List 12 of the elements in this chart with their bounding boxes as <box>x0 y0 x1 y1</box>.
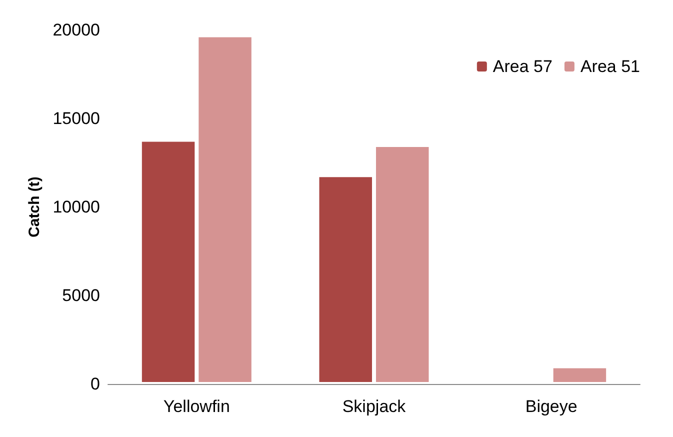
x-tick-label: Skipjack <box>342 397 406 416</box>
legend-label: Area 57 <box>492 57 552 76</box>
bar <box>551 366 608 384</box>
y-tick-label: 10000 <box>52 198 100 216</box>
legend-label: Area 51 <box>580 57 640 76</box>
y-axis-title: Catch (t) <box>26 176 43 238</box>
y-tick-label: 0 <box>90 374 100 394</box>
x-tick-label: Yellowfin <box>163 397 230 416</box>
y-tick-label: 5000 <box>62 286 100 305</box>
y-tick-label: 15000 <box>52 109 100 128</box>
x-tick-label: Bigeye <box>525 397 578 416</box>
y-tick-label: 20000 <box>52 20 100 40</box>
